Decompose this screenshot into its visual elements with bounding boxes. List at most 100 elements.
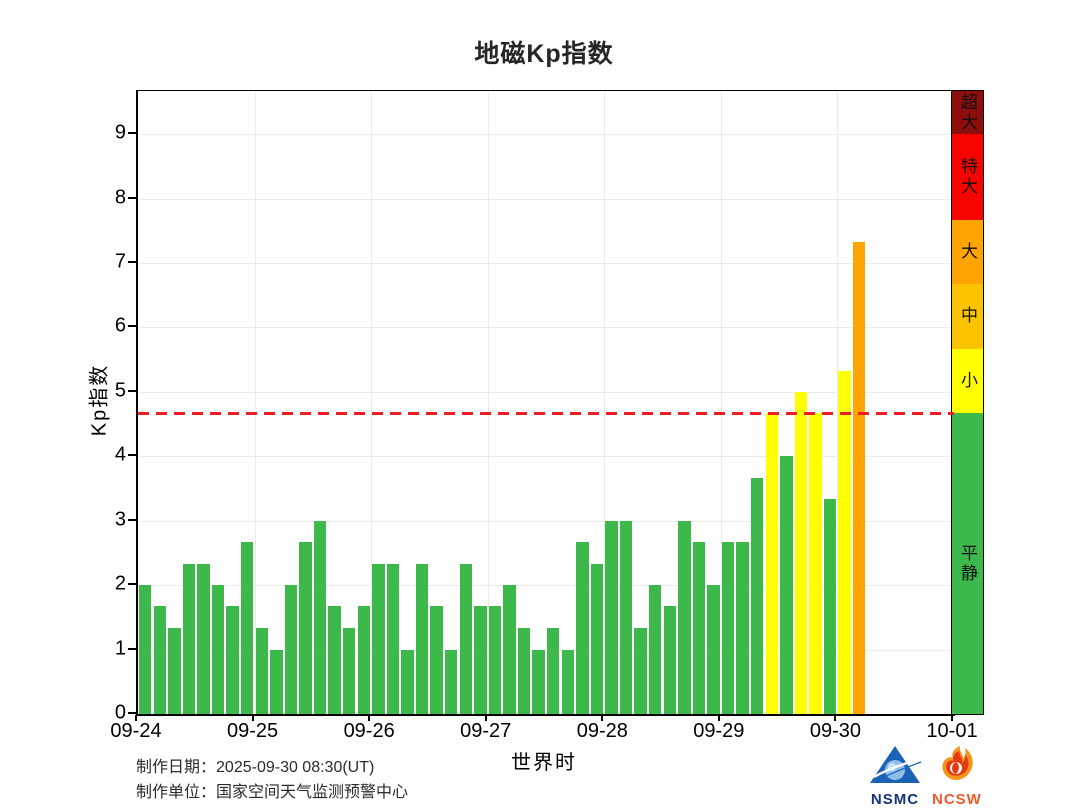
severity-segment-label: 中 — [958, 306, 977, 327]
severity-segment-label: 平静 — [958, 543, 977, 584]
gridline-horizontal — [138, 456, 954, 458]
x-axis-tick-mark — [717, 715, 720, 721]
y-axis-tick-mark — [128, 647, 136, 650]
threshold-line — [138, 412, 954, 416]
y-axis-tick-label: 2 — [114, 572, 126, 595]
severity-segment-label: 大 — [958, 242, 977, 263]
x-axis-tick-mark — [368, 715, 371, 721]
kp-bar — [547, 628, 560, 714]
severity-segment: 大 — [952, 219, 983, 285]
kp-bar — [794, 391, 808, 714]
gridline-vertical — [254, 91, 256, 714]
chart-title: 地磁Kp指数 — [474, 40, 614, 68]
severity-segment-label: 超大 — [958, 92, 977, 133]
kp-bar — [270, 649, 283, 714]
kp-bar — [663, 606, 676, 714]
gridline-vertical — [487, 91, 489, 714]
kp-bar — [736, 541, 749, 714]
kp-bar — [751, 477, 764, 714]
severity-segment: 超大 — [952, 91, 983, 135]
y-axis-tick-mark — [128, 712, 136, 714]
kp-bar — [386, 563, 400, 714]
ncsw-logo-icon — [937, 745, 977, 790]
kp-bar — [430, 606, 443, 714]
gridline-horizontal — [138, 585, 954, 587]
x-axis-tick-mark — [484, 715, 487, 721]
kp-bar — [299, 541, 312, 714]
gridline-vertical — [371, 91, 373, 714]
x-axis-tick-label: 10-01 — [926, 720, 978, 742]
x-axis-tick-mark — [251, 715, 254, 721]
severity-segment: 中 — [952, 284, 983, 349]
kp-bar — [678, 520, 691, 714]
kp-bar — [401, 649, 414, 714]
y-axis-tick-mark — [128, 325, 136, 328]
kp-bar — [605, 520, 618, 714]
production-date-line: 制作日期：2025-09-30 08:30(UT) — [136, 755, 408, 780]
x-axis-tick-mark — [135, 715, 137, 721]
kp-bar — [532, 649, 545, 714]
kp-bar — [503, 585, 516, 714]
kp-bar — [168, 628, 181, 714]
y-axis-tick-mark — [128, 454, 136, 457]
y-axis-tick-label: 8 — [114, 186, 126, 209]
kp-bar — [517, 628, 531, 714]
kp-bar — [211, 585, 225, 714]
y-axis-tick-label: 7 — [114, 250, 126, 273]
gridline-horizontal — [138, 198, 954, 200]
kp-bar — [707, 585, 720, 714]
production-org-line: 制作单位：国家空间天气监测预警中心 — [136, 780, 408, 805]
kp-bar — [459, 563, 472, 714]
kp-bar — [809, 413, 822, 714]
kp-bar — [284, 585, 298, 714]
kp-bar — [328, 606, 341, 714]
gridline-vertical — [837, 91, 839, 714]
gridline-horizontal — [138, 649, 954, 651]
y-axis-tick-label: 5 — [114, 379, 126, 402]
x-axis-tick-label: 09-30 — [809, 720, 861, 742]
severity-segment-label: 特大 — [958, 156, 977, 197]
y-axis-tick-label: 9 — [114, 121, 126, 144]
production-org-value: 国家空间天气监测预警中心 — [216, 784, 409, 801]
x-axis-tick-mark — [834, 715, 837, 721]
kp-bar — [853, 241, 866, 714]
kp-bar — [182, 563, 196, 714]
ncsw-logo-text: NCSW — [932, 791, 982, 808]
gridline-horizontal — [138, 520, 954, 522]
kp-bar — [255, 628, 268, 714]
production-date-value: 2025-09-30 08:30(UT) — [216, 759, 375, 776]
y-axis-tick-label: 0 — [114, 701, 126, 724]
nsmc-logo-icon — [868, 745, 922, 790]
kp-bar — [634, 628, 647, 714]
agency-logos: NSMC NCSW — [868, 745, 998, 808]
kp-bar — [619, 520, 633, 714]
y-axis-tick-label: 6 — [114, 314, 126, 337]
gridline-horizontal — [138, 327, 954, 329]
kp-bar — [313, 520, 327, 714]
nsmc-logo: NSMC — [868, 745, 922, 808]
severity-segment: 特大 — [952, 134, 983, 220]
x-axis-tick-label: 09-28 — [576, 720, 628, 742]
gridline-horizontal — [138, 134, 954, 136]
kp-bar — [649, 585, 662, 714]
kp-bar — [488, 606, 502, 714]
gridline-horizontal — [138, 263, 954, 265]
gridline-vertical — [604, 91, 606, 714]
x-axis-tick-mark — [601, 715, 604, 721]
plot-area — [136, 90, 955, 716]
kp-bar — [372, 563, 385, 714]
kp-bar — [357, 606, 370, 714]
x-axis-tick-label: 09-29 — [693, 720, 745, 742]
kp-bar — [343, 628, 356, 714]
x-axis-tick-label: 09-25 — [226, 720, 279, 742]
gridline-horizontal — [138, 391, 954, 393]
kp-bar — [226, 606, 239, 714]
x-axis-tick-label: 09-24 — [110, 720, 162, 742]
kp-bar — [153, 606, 166, 714]
kp-bar — [721, 541, 735, 714]
x-axis-tick-label: 09-26 — [343, 720, 395, 742]
x-axis-label: 世界时 — [511, 752, 577, 774]
severity-scale: 超大 特大大中小平静 — [951, 90, 984, 715]
production-info: 制作日期：2025-09-30 08:30(UT) 制作单位：国家空间天气监测预… — [136, 755, 408, 805]
